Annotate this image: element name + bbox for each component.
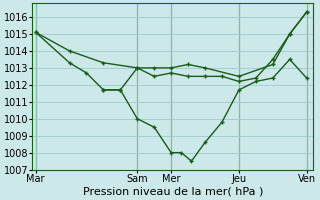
- X-axis label: Pression niveau de la mer( hPa ): Pression niveau de la mer( hPa ): [83, 187, 263, 197]
